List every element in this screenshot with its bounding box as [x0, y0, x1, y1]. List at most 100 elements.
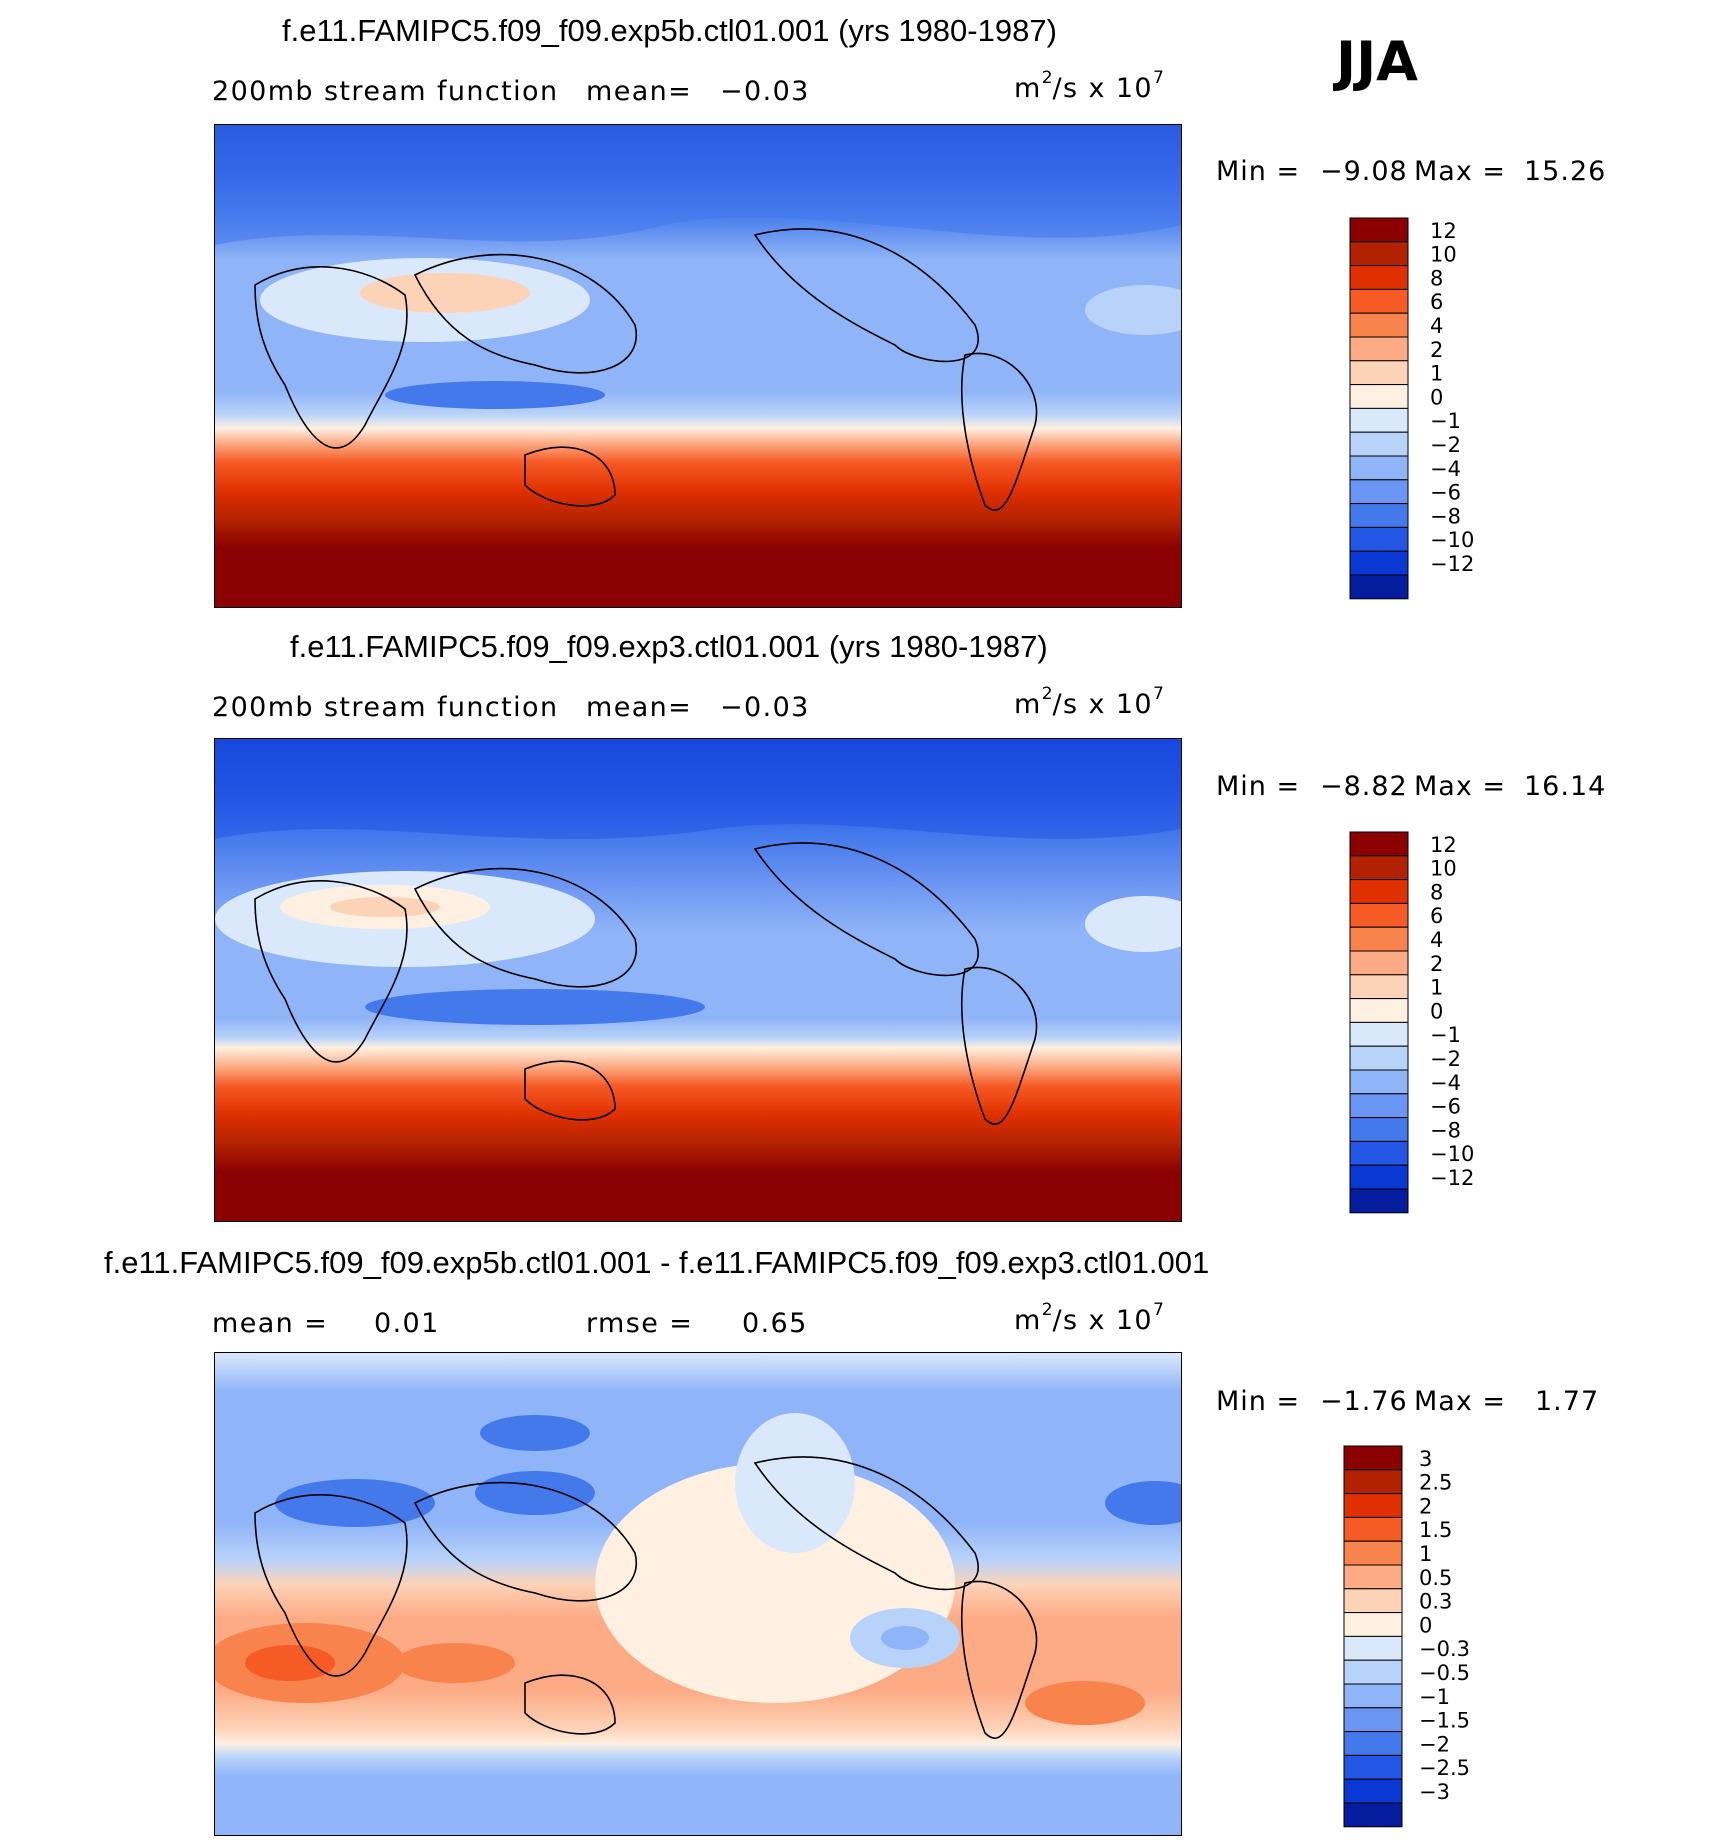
panel2-mean-value: −0.03 — [720, 692, 810, 723]
colorbar-segment — [1349, 241, 1409, 267]
colorbar-tick-label: 6 — [1430, 904, 1443, 928]
colorbar-tick-label: −8 — [1430, 1118, 1461, 1142]
colorbar-segment — [1343, 1635, 1403, 1661]
colorbar-segment — [1343, 1540, 1403, 1566]
colorbar-segment — [1349, 550, 1409, 576]
panel3-pacific-neutral-north — [735, 1413, 855, 1553]
colorbar-segment — [1349, 455, 1409, 481]
colorbar-tick-label: −4 — [1430, 1071, 1461, 1095]
panel3-rmse-value: 0.65 — [742, 1308, 808, 1339]
colorbar-tick-label: 0 — [1430, 385, 1443, 409]
colorbar-tick-label: 0 — [1430, 999, 1443, 1023]
colorbar-segment — [1349, 431, 1409, 457]
panel2-tibet-core — [330, 897, 440, 917]
colorbar-tick-label: 0 — [1419, 1613, 1432, 1637]
panel1-indian-low — [385, 381, 605, 409]
colorbar-segment — [1349, 1045, 1409, 1071]
panel2-atlantic-high — [1085, 896, 1181, 952]
colorbar-tick-label: −1.5 — [1419, 1709, 1470, 1733]
colorbar-segment — [1349, 384, 1409, 409]
panel1-units: m2/s x 107 — [1014, 68, 1164, 104]
panel2-map — [214, 738, 1182, 1222]
colorbar-segment — [1349, 312, 1409, 338]
colorbar-segment — [1349, 879, 1409, 904]
panel3-east-pacific-core — [881, 1626, 929, 1650]
colorbar-segment — [1349, 1117, 1409, 1142]
panel3-max-value: 1.77 — [1535, 1386, 1600, 1417]
panel2-indian-low — [365, 989, 705, 1025]
colorbar-segment — [1349, 526, 1409, 552]
colorbar-segment — [1343, 1754, 1403, 1780]
colorbar-segment — [1349, 1093, 1409, 1119]
panel3-south-atlantic-high — [1025, 1681, 1145, 1725]
colorbar-segment — [1349, 479, 1409, 505]
panel1-atlantic-high — [1085, 285, 1181, 335]
colorbar-tick-label: 1 — [1430, 362, 1443, 386]
colorbar-tick-label: 2 — [1430, 338, 1443, 362]
colorbar-segment — [1349, 1188, 1409, 1214]
colorbar-tick-label: 0.3 — [1419, 1590, 1452, 1614]
panel2-max-value: 16.14 — [1524, 771, 1607, 802]
colorbar-tick-label: 6 — [1430, 290, 1443, 314]
panel3-atlantic-low — [1105, 1481, 1181, 1525]
panel3-units: m2/s x 107 — [1014, 1300, 1164, 1336]
colorbar-tick-label: 1 — [1430, 976, 1443, 1000]
panel2-mean-label: mean= — [586, 692, 693, 723]
panel1-map — [214, 124, 1182, 608]
colorbar-tick-label: 2 — [1430, 952, 1443, 976]
panel3-continents — [254, 1456, 1038, 1739]
colorbar-segment — [1343, 1493, 1403, 1518]
colorbar-segment — [1349, 974, 1409, 1000]
colorbar-segment — [1349, 1140, 1409, 1166]
colorbar-tick-label: 10 — [1430, 243, 1457, 267]
colorbar-segment — [1349, 217, 1409, 243]
colorbar-tick-label: 3 — [1419, 1447, 1432, 1471]
panel2-northern-band — [215, 739, 1181, 839]
colorbar-tick-label: −1 — [1419, 1685, 1450, 1709]
panel3-eurasia-low-2 — [475, 1471, 595, 1515]
colorbar-tick-label: −2.5 — [1419, 1756, 1470, 1780]
colorbar-tick-label: −12 — [1430, 552, 1474, 576]
colorbar-segment — [1349, 407, 1409, 433]
colorbar-segment — [1349, 574, 1409, 600]
colorbar-tick-label: 12 — [1430, 833, 1457, 857]
colorbar-tick-label: 12 — [1430, 219, 1457, 243]
colorbar-segment — [1343, 1778, 1403, 1804]
colorbar-segment — [1349, 265, 1409, 290]
colorbar-segment — [1343, 1445, 1403, 1471]
colorbar-tick-label: −3 — [1419, 1780, 1450, 1804]
panel1-mean-value: −0.03 — [720, 76, 810, 107]
colorbar-tick-label: −2 — [1419, 1732, 1450, 1756]
colorbar-segment — [1343, 1683, 1403, 1709]
colorbar-tick-label: 8 — [1430, 266, 1443, 290]
colorbar-segment — [1349, 926, 1409, 952]
panel1-max-label: Max = — [1414, 156, 1507, 187]
colorbar-segment — [1343, 1564, 1403, 1590]
colorbar-segment — [1343, 1469, 1403, 1495]
colorbar-tick-label: −12 — [1430, 1166, 1474, 1190]
colorbar-tick-label: −10 — [1430, 528, 1474, 552]
colorbar-tick-label: −4 — [1430, 457, 1461, 481]
colorbar-tick-label: 2 — [1419, 1494, 1432, 1518]
panel3-map — [214, 1352, 1182, 1836]
colorbar-tick-label: 2.5 — [1419, 1471, 1452, 1495]
colorbar-segment — [1349, 902, 1409, 928]
panel1-max-value: 15.26 — [1524, 156, 1607, 187]
colorbar-tick-label: −6 — [1430, 1095, 1461, 1119]
panel3-title: f.e11.FAMIPC5.f09_f09.exp5b.ctl01.001 - … — [104, 1245, 1210, 1280]
colorbar-segment — [1349, 1069, 1409, 1095]
colorbar-tick-label: −1 — [1430, 409, 1461, 433]
colorbar-segment — [1349, 998, 1409, 1023]
panel1-northern-band — [215, 125, 1181, 245]
panel1-tibet-high — [360, 273, 530, 313]
panel1-min-value: −9.08 — [1320, 156, 1408, 187]
panel3-africa-core — [245, 1645, 335, 1681]
panel3-min-value: −1.76 — [1320, 1386, 1408, 1417]
panel2-min-label: Min = — [1216, 771, 1301, 802]
panel2-min-value: −8.82 — [1320, 771, 1408, 802]
colorbar-tick-label: 10 — [1430, 857, 1457, 881]
colorbar-segment — [1343, 1707, 1403, 1733]
colorbar-tick-label: −1 — [1430, 1023, 1461, 1047]
colorbar-segment — [1343, 1516, 1403, 1542]
colorbar-tick-label: −0.5 — [1419, 1661, 1470, 1685]
